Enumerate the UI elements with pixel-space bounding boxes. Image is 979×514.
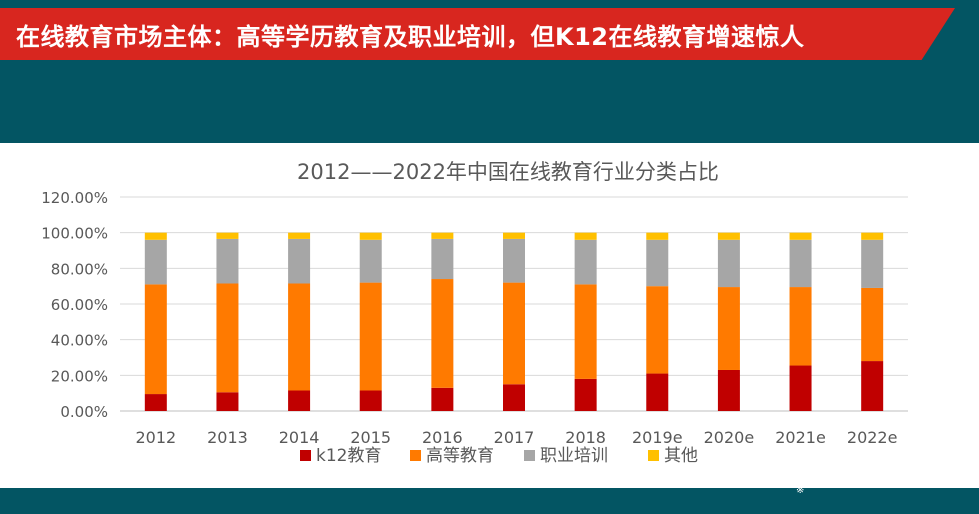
bar-segment — [503, 238, 525, 283]
stacked-bar-chart: 2012——2022年中国在线教育行业分类占比 0.00% 20.00% 40.00… — [41, 160, 908, 466]
bar-segment — [216, 238, 239, 284]
bar-segment — [431, 279, 454, 388]
bar-segment — [144, 284, 167, 395]
y-tick-label: 0.00% — [60, 403, 108, 421]
bar-segment — [861, 239, 884, 288]
bar-segment — [861, 232, 884, 240]
x-tick-label: 2018 — [565, 428, 606, 447]
bar-segment — [431, 232, 454, 239]
legend-swatch — [300, 450, 311, 461]
bar-segment — [717, 287, 740, 370]
bottom-band: ※ — [0, 485, 979, 514]
bar-segment — [288, 238, 311, 284]
bar-segment — [144, 232, 167, 240]
bar-segment — [503, 282, 525, 385]
bar-segment — [288, 283, 311, 391]
x-tick-label: 2017 — [494, 428, 535, 447]
bar-segment — [144, 394, 167, 411]
bar-segment — [646, 232, 669, 240]
chart-area: 2012——2022年中国在线教育行业分类占比 0.00% 20.00% 40.00… — [0, 143, 979, 488]
chart-title: 2012——2022年中国在线教育行业分类占比 — [297, 160, 719, 184]
legend-label: 其他 — [664, 446, 698, 466]
bar-segment — [861, 361, 884, 411]
top-band: 在线教育市场主体：高等学历教育及职业培训，但K12在线教育增速惊人 — [0, 0, 979, 143]
y-tick-label: 80.00% — [51, 260, 108, 278]
x-tick-label: 2022e — [847, 428, 898, 447]
bar-segment — [789, 239, 812, 288]
bar-segment — [216, 232, 239, 239]
bar-segment — [717, 232, 740, 240]
x-tick-label: 2015 — [350, 428, 391, 447]
x-tick-label: 2014 — [279, 428, 320, 447]
bar-segment — [646, 373, 669, 411]
legend-label: 职业培训 — [540, 446, 608, 466]
legend-swatch — [524, 450, 535, 461]
bar-segment — [359, 390, 382, 411]
x-tick-label: 2020e — [704, 428, 755, 447]
bar-segment — [861, 287, 884, 362]
bar-segment — [216, 392, 239, 411]
y-tick-label: 120.00% — [41, 189, 108, 207]
bar-segment — [431, 387, 454, 411]
bar-segment — [646, 239, 669, 287]
bar-segment — [359, 282, 382, 391]
legend-label: k12教育 — [316, 446, 381, 466]
decorative-mark: ※ — [796, 485, 805, 496]
x-tick-label: 2016 — [422, 428, 463, 447]
x-tick-label: 2019e — [632, 428, 683, 447]
x-tick-label: 2013 — [207, 428, 248, 447]
bar-segment — [574, 284, 597, 379]
bar-segment — [503, 232, 525, 239]
bar-segment — [288, 390, 311, 411]
bar-segment — [359, 232, 382, 240]
bar-segment — [789, 232, 812, 240]
bar-segment — [431, 238, 454, 280]
y-tick-label: 40.00% — [51, 332, 108, 350]
x-tick-label: 2021e — [775, 428, 826, 447]
legend-swatch — [648, 450, 659, 461]
bar-segment — [574, 378, 597, 411]
slide-title: 在线教育市场主体：高等学历教育及职业培训，但K12在线教育增速惊人 — [16, 22, 805, 51]
bar-segment — [503, 384, 525, 411]
y-tick-label: 60.00% — [51, 296, 108, 314]
legend-swatch — [410, 450, 421, 461]
y-tick-label: 100.00% — [41, 225, 108, 243]
bar-segment — [717, 239, 740, 288]
bar-segment — [789, 365, 812, 411]
y-tick-label: 20.00% — [51, 367, 108, 385]
legend-label: 高等教育 — [426, 446, 494, 466]
bar-segment — [789, 287, 812, 366]
bar-segment — [288, 232, 311, 239]
bar-segment — [216, 283, 239, 393]
bar-segment — [574, 232, 597, 240]
bar-segment — [646, 286, 669, 374]
title-banner: 在线教育市场主体：高等学历教育及职业培训，但K12在线教育增速惊人 — [0, 8, 955, 60]
bar-segment — [574, 239, 597, 285]
bar-segment — [359, 239, 382, 283]
x-tick-label: 2012 — [135, 428, 176, 447]
bar-segment — [717, 369, 740, 411]
bar-segment — [144, 239, 167, 285]
